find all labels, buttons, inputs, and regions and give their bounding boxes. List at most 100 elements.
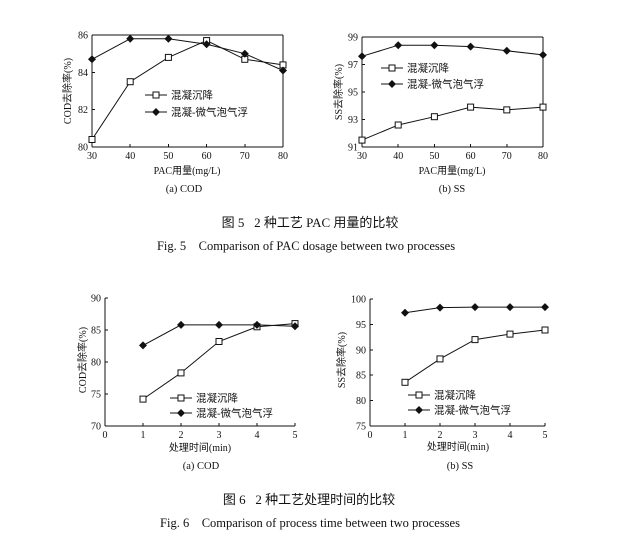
data-point-filled-diamond [139,341,147,350]
y-tick-label: 80 [78,143,88,154]
data-point-filled-diamond [436,303,444,312]
data-point-open-square [506,330,514,338]
subfigure-caption: (b) SS [439,184,466,195]
data-point-filled-diamond [279,66,287,75]
data-point-filled-diamond [202,40,211,49]
y-axis-label: COD去除率(%) [61,58,74,124]
legend-entry-open-square: 混凝沉降 [381,62,449,75]
data-point-filled-diamond [215,320,223,329]
y-tick-label: 70 [91,422,101,433]
legend-filled-diamond-icon [152,108,160,116]
x-tick-label: 0 [103,430,108,441]
chart-cod-vs-pac-dosage: COD去除率(%) PAC用量(mg/L) (a) COD 30 40 50 60 70… [61,31,288,196]
y-tick-label: 99 [348,33,358,44]
legend-entry-filled-diamond: 混凝-微气泡气浮 [408,404,511,417]
y-tick-label: 85 [91,326,101,337]
subfigure-caption: (a) COD [183,461,220,472]
x-tick-label: 0 [368,430,373,441]
data-point-filled-diamond [401,308,409,317]
legend-label: 混凝-微气泡气浮 [434,404,511,417]
legend-open-square-icon [388,64,396,72]
data-point-open-square [471,336,479,344]
x-axis-label: 处理时间(min) [427,440,489,453]
subfigure-caption: (b) SS [447,461,474,472]
legend-entry-filled-diamond: 混凝-微气泡气浮 [170,407,273,420]
x-tick-label: 1 [403,430,408,441]
data-point-open-square [88,136,96,143]
y-axis-label: COD去除率(%) [76,327,89,393]
y-tick-label: 91 [348,143,358,154]
legend-label: 混凝沉降 [407,62,449,75]
legend-filled-diamond-icon [388,80,396,88]
data-point-open-square [503,106,511,114]
series-line-open-square [91,40,284,140]
series-line-open-square [361,106,544,141]
legend-label: 混凝-微气泡气浮 [407,78,484,91]
data-point-filled-diamond [539,50,547,59]
data-point-filled-diamond [126,34,135,43]
y-tick-label: 90 [356,345,366,356]
data-point-open-square [401,378,409,386]
y-tick-label: 90 [91,294,101,305]
x-tick-label: 40 [125,151,135,162]
legend-filled-diamond-icon [415,406,423,414]
legend-label: 混凝沉降 [171,89,213,102]
series-line-filled-diamond [361,44,544,57]
chart-ss-vs-pac-dosage: SS去除率(%) PAC用量(mg/L) (b) SS 30 40 50 60 70 80… [332,33,548,196]
y-axis-label: SS去除率(%) [335,332,348,388]
data-point-open-square [215,338,223,345]
data-point-open-square [436,355,444,363]
data-point-filled-diamond [358,52,366,61]
data-point-filled-diamond [471,303,479,312]
legend-label: 混凝-微气泡气浮 [171,106,248,119]
y-tick-label: 85 [356,371,366,382]
y-tick-label: 75 [356,422,366,433]
x-tick-label: 50 [163,151,173,162]
data-point-filled-diamond [240,49,249,58]
data-point-open-square [430,113,438,121]
legend-label: 混凝沉降 [196,392,238,405]
x-axis-label: PAC用量(mg/L) [154,165,221,177]
y-tick-label: 80 [91,358,101,369]
legend-filled-diamond-icon [177,409,185,417]
y-tick-label: 97 [348,60,358,71]
legend-open-square-icon [177,394,185,402]
data-point-open-square [164,53,172,61]
data-point-open-square [467,103,475,111]
x-axis-label: PAC用量(mg/L) [419,165,486,177]
x-axis-label: 处理时间(min) [169,441,231,454]
y-tick-label: 80 [356,396,366,407]
chart-cod-vs-process-time: COD去除率(%) 处理时间(min) (a) COD 0 1 2 3 4 5 70 75 80… [76,294,299,472]
legend-entry-filled-diamond: 混凝-微气泡气浮 [381,78,484,91]
data-point-open-square [139,395,147,403]
y-tick-label: 95 [356,320,366,331]
data-point-filled-diamond [164,34,173,43]
figure-5-caption-en: Fig. 5 Comparison of PAC dosage between … [157,239,455,253]
legend-open-square-icon [152,91,160,99]
data-point-filled-diamond [88,55,96,64]
figure-6-caption-cn: 图 6 2 种工艺处理时间的比较 [223,492,395,507]
data-point-filled-diamond [502,46,511,55]
chart-ss-vs-process-time: SS去除率(%) 处理时间(min) (b) SS 0 1 2 3 4 5 75 80 85 90… [335,295,549,472]
legend-entry-open-square: 混凝沉降 [170,392,238,405]
x-tick-label: 3 [217,430,222,441]
x-tick-label: 80 [538,151,548,162]
data-point-filled-diamond [394,41,403,50]
legend-open-square-icon [415,391,423,399]
y-tick-label: 86 [78,31,88,42]
figure-6-caption-en: Fig. 6 Comparison of process time betwee… [160,516,460,530]
y-tick-label: 100 [351,295,366,306]
x-tick-label: 1 [141,430,146,441]
series-line-filled-diamond [91,38,284,71]
x-tick-label: 5 [293,430,298,441]
x-tick-label: 3 [473,430,478,441]
x-tick-label: 80 [278,151,288,162]
x-tick-label: 30 [87,151,97,162]
x-tick-label: 5 [543,430,548,441]
legend-entry-open-square: 混凝沉降 [145,89,213,102]
y-tick-label: 75 [91,390,101,401]
figure-5: COD去除率(%) PAC用量(mg/L) (a) COD 30 40 50 60 70… [61,31,548,254]
y-tick-label: 93 [348,115,358,126]
data-point-filled-diamond [177,320,185,329]
